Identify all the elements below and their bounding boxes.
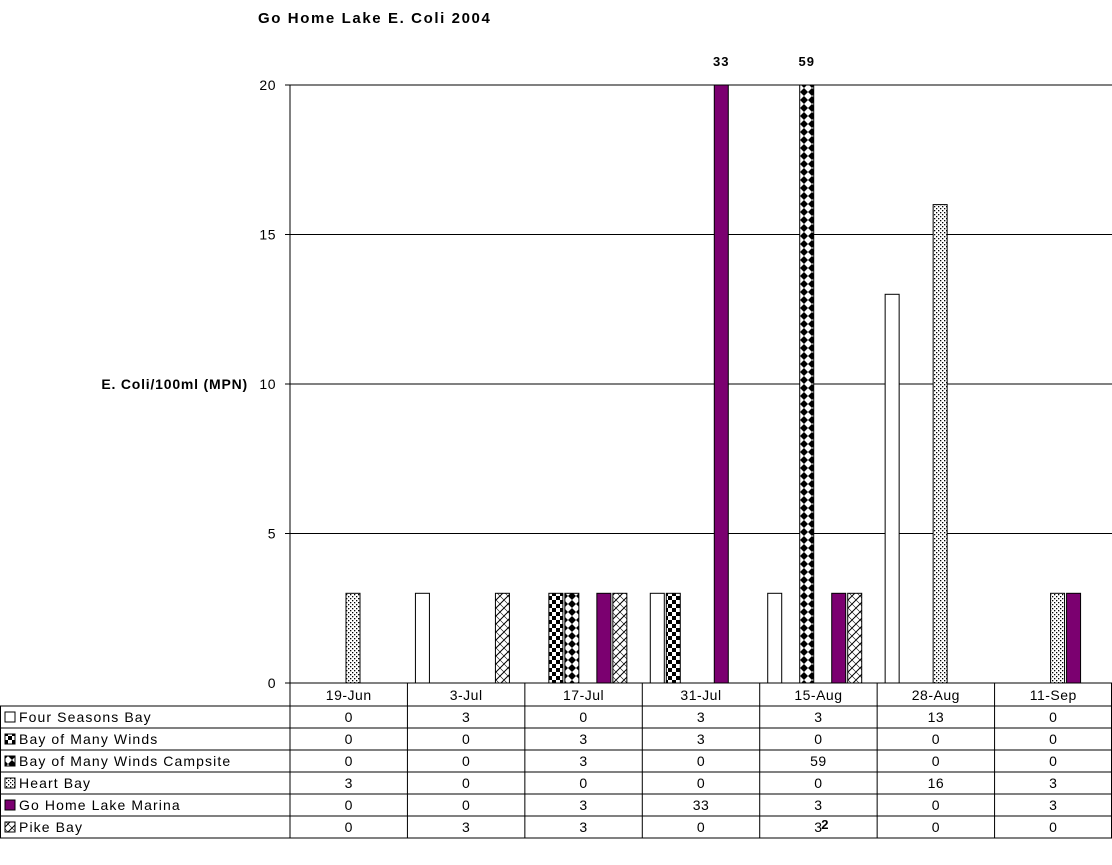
table-cell-bay-of-many-winds-17-jul: 3 bbox=[579, 731, 587, 747]
bar-go-home-lake-marina-17-jul bbox=[596, 592, 612, 684]
x-tick-label-11-sep: 11-Sep bbox=[1030, 687, 1077, 703]
y-tick-label: 10 bbox=[259, 376, 276, 392]
bar-go-home-lake-marina-15-aug bbox=[831, 592, 847, 684]
data-label-clipped: 33 bbox=[713, 54, 729, 69]
legend-key-heart-bay bbox=[4, 777, 16, 789]
bar-bay-of-many-winds-campsite-15-aug bbox=[799, 84, 815, 684]
legend-key-go-home-lake-marina bbox=[4, 799, 16, 811]
table-cell-pike-bay-28-aug: 0 bbox=[932, 819, 940, 835]
table-cell-pike-bay-15-aug: 3 bbox=[814, 819, 822, 835]
bar-four-seasons-bay-31-jul bbox=[649, 592, 665, 684]
table-cell-bay-of-many-winds-11-sep: 0 bbox=[1049, 731, 1057, 747]
gridlines bbox=[290, 84, 1112, 534]
table-cell-bay-of-many-winds-campsite-11-sep: 0 bbox=[1049, 753, 1057, 769]
data-label-clipped: 59 bbox=[798, 54, 814, 69]
y-tick-label: 0 bbox=[268, 675, 276, 691]
table-cell-bay-of-many-winds-19-jun: 0 bbox=[345, 731, 353, 747]
bar-four-seasons-bay-3-jul bbox=[414, 592, 430, 684]
x-tick-label-17-jul: 17-Jul bbox=[563, 687, 604, 703]
bar-pike-bay-17-jul bbox=[612, 592, 628, 684]
y-axis-label: E. Coli/100ml (MPN) bbox=[101, 376, 248, 392]
table-cell-heart-bay-31-jul: 0 bbox=[697, 775, 705, 791]
x-tick-label-3-jul: 3-Jul bbox=[450, 687, 483, 703]
bar-four-seasons-bay-15-aug bbox=[767, 592, 783, 684]
x-tick-label-31-jul: 31-Jul bbox=[680, 687, 721, 703]
table-cell-four-seasons-bay-19-jun: 0 bbox=[345, 709, 353, 725]
legend-label-bay-of-many-winds: Bay of Many Winds bbox=[19, 731, 158, 747]
legend-label-pike-bay: Pike Bay bbox=[19, 819, 83, 835]
table-cell-bay-of-many-winds-campsite-28-aug: 0 bbox=[932, 753, 940, 769]
bar-bay-of-many-winds-17-jul bbox=[548, 592, 564, 684]
table-cell-pike-bay-3-jul: 3 bbox=[462, 819, 470, 835]
stray-label: 2 bbox=[821, 817, 829, 832]
legend-key-four-seasons-bay bbox=[4, 711, 16, 723]
table-cell-go-home-lake-marina-31-jul: 33 bbox=[693, 797, 710, 813]
y-tick-label: 5 bbox=[268, 526, 276, 542]
table-cell-bay-of-many-winds-3-jul: 0 bbox=[462, 731, 470, 747]
table-cell-bay-of-many-winds-15-aug: 0 bbox=[814, 731, 822, 747]
legend-key-bay-of-many-winds-campsite bbox=[4, 755, 16, 767]
table-cell-bay-of-many-winds-28-aug: 0 bbox=[932, 731, 940, 747]
table-cell-four-seasons-bay-15-aug: 3 bbox=[814, 709, 822, 725]
table-cell-pike-bay-31-jul: 0 bbox=[697, 819, 705, 835]
axes: 0 5 10 15 20 33 59 bbox=[259, 54, 814, 691]
table-cell-heart-bay-19-jun: 3 bbox=[345, 775, 353, 791]
table-cell-pike-bay-19-jun: 0 bbox=[345, 819, 353, 835]
table-cell-bay-of-many-winds-campsite-19-jun: 0 bbox=[345, 753, 353, 769]
legend-key-pike-bay bbox=[4, 821, 16, 833]
bar-go-home-lake-marina-11-sep bbox=[1066, 592, 1082, 684]
legend-key-bay-of-many-winds bbox=[4, 733, 16, 745]
table-cell-four-seasons-bay-3-jul: 3 bbox=[462, 709, 470, 725]
table-cell-go-home-lake-marina-3-jul: 0 bbox=[462, 797, 470, 813]
table-cell-go-home-lake-marina-11-sep: 3 bbox=[1049, 797, 1057, 813]
table-cell-bay-of-many-winds-campsite-15-aug: 59 bbox=[810, 753, 827, 769]
table-cell-go-home-lake-marina-17-jul: 3 bbox=[579, 797, 587, 813]
x-tick-label-19-jun: 19-Jun bbox=[326, 687, 372, 703]
bar-heart-bay-19-jun bbox=[345, 592, 361, 684]
data-table: 19-Jun 3-Jul 17-Jul 31-Jul 15-Aug 28-Aug 11-Se… bbox=[0, 682, 1112, 839]
table-cell-heart-bay-15-aug: 0 bbox=[814, 775, 822, 791]
legend-label-go-home-lake-marina: Go Home Lake Marina bbox=[19, 797, 181, 813]
legend-label-four-seasons-bay: Four Seasons Bay bbox=[19, 709, 152, 725]
bar-bay-of-many-winds-campsite-17-jul bbox=[564, 592, 580, 684]
bar-four-seasons-bay-28-aug bbox=[884, 293, 900, 684]
table-cell-four-seasons-bay-28-aug: 13 bbox=[928, 709, 945, 725]
y-tick-label: 15 bbox=[259, 227, 276, 243]
table-cell-heart-bay-17-jul: 0 bbox=[579, 775, 587, 791]
bar-bay-of-many-winds-31-jul bbox=[665, 592, 681, 684]
table-cell-go-home-lake-marina-28-aug: 0 bbox=[932, 797, 940, 813]
table-cell-pike-bay-11-sep: 0 bbox=[1049, 819, 1057, 835]
legend-label-heart-bay: Heart Bay bbox=[19, 775, 91, 791]
table-cell-heart-bay-11-sep: 3 bbox=[1049, 775, 1057, 791]
bar-heart-bay-28-aug bbox=[932, 204, 948, 684]
bars bbox=[345, 84, 1082, 684]
table-cell-heart-bay-3-jul: 0 bbox=[462, 775, 470, 791]
table-cell-bay-of-many-winds-campsite-17-jul: 3 bbox=[579, 753, 587, 769]
bar-pike-bay-3-jul bbox=[494, 592, 510, 684]
x-tick-label-15-aug: 15-Aug bbox=[794, 687, 842, 703]
table-cell-bay-of-many-winds-campsite-31-jul: 0 bbox=[697, 753, 705, 769]
x-tick-label-28-aug: 28-Aug bbox=[912, 687, 960, 703]
table-cell-bay-of-many-winds-31-jul: 3 bbox=[697, 731, 705, 747]
y-tick-label: 20 bbox=[259, 77, 276, 93]
bar-pike-bay-15-aug bbox=[847, 592, 863, 684]
table-cell-bay-of-many-winds-campsite-3-jul: 0 bbox=[462, 753, 470, 769]
legend-label-bay-of-many-winds-campsite: Bay of Many Winds Campsite bbox=[19, 753, 231, 769]
bar-go-home-lake-marina-31-jul bbox=[713, 84, 729, 684]
table-cell-four-seasons-bay-31-jul: 3 bbox=[697, 709, 705, 725]
chart-title: Go Home Lake E. Coli 2004 bbox=[258, 10, 491, 27]
bar-heart-bay-11-sep bbox=[1050, 592, 1066, 684]
table-cell-go-home-lake-marina-19-jun: 0 bbox=[345, 797, 353, 813]
table-cell-four-seasons-bay-17-jul: 0 bbox=[579, 709, 587, 725]
table-cell-pike-bay-17-jul: 3 bbox=[579, 819, 587, 835]
table-cell-go-home-lake-marina-15-aug: 3 bbox=[814, 797, 822, 813]
table-cell-four-seasons-bay-11-sep: 0 bbox=[1049, 709, 1057, 725]
table-cell-heart-bay-28-aug: 16 bbox=[928, 775, 945, 791]
